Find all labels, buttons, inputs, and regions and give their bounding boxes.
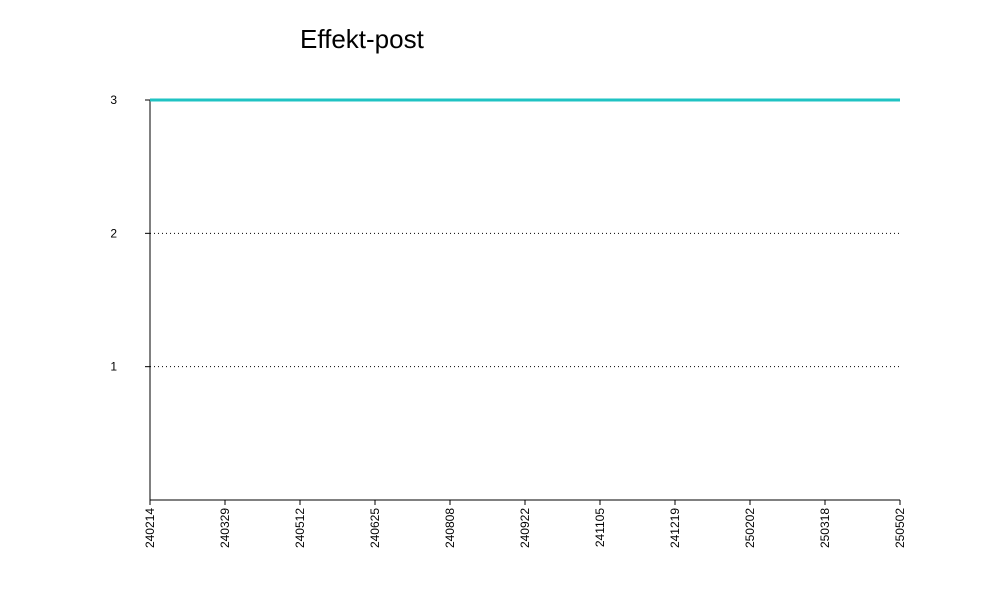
x-tick-label: 241105 <box>593 508 607 547</box>
x-tick-label: 250202 <box>743 508 757 548</box>
x-tick-label: 240214 <box>143 508 157 548</box>
x-tick-label: 240329 <box>218 508 232 548</box>
chart-title: Effekt-post <box>300 24 424 54</box>
x-tick-label: 250502 <box>893 508 907 548</box>
tick-labels: 1 2 3 240214 240329 240512 240625 240808 240922 2… <box>110 93 907 548</box>
x-tick-label: 250318 <box>818 508 832 548</box>
y-tick-label: 2 <box>110 226 117 240</box>
grid-lines <box>150 232 900 368</box>
x-tick-label: 240625 <box>368 508 382 548</box>
y-tick-label: 3 <box>110 93 117 107</box>
x-tick-label: 240922 <box>518 508 532 548</box>
axes <box>145 99 901 505</box>
x-tick-label: 241219 <box>668 508 682 548</box>
y-tick-label: 1 <box>110 360 117 374</box>
x-tick-label: 240512 <box>293 508 307 548</box>
x-tick-label: 240808 <box>443 508 457 548</box>
